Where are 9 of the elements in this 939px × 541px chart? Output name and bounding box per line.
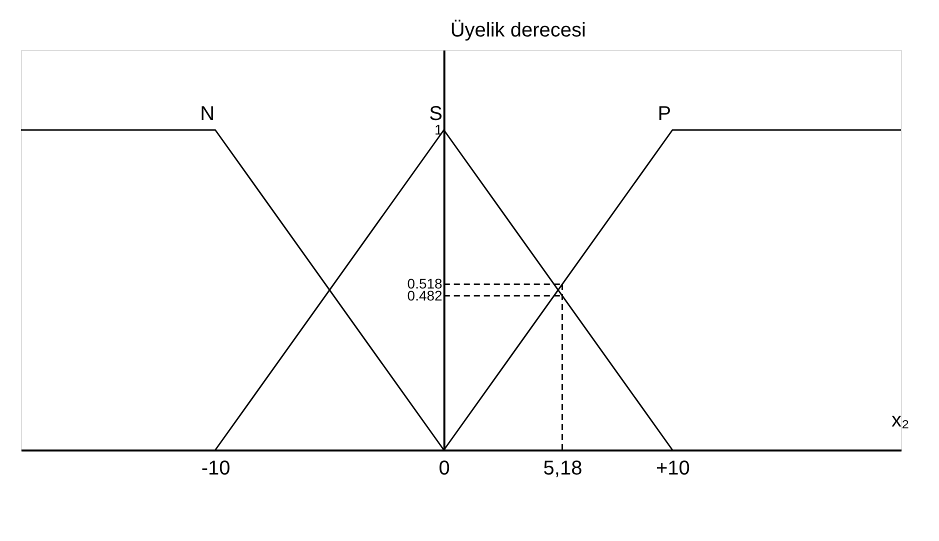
y-axis-title: Üyelik derecesi: [450, 20, 586, 42]
x-tick-label: 5,18: [543, 458, 582, 480]
x-tick-label: 0: [438, 458, 450, 480]
y-tick-label: 0.518: [407, 276, 443, 292]
x-tick-label: +10: [656, 458, 690, 480]
series-label: P: [658, 103, 672, 125]
series-label: N: [200, 103, 215, 125]
x-tick-label: -10: [201, 458, 230, 480]
x-axis-title: x₂: [892, 410, 910, 432]
